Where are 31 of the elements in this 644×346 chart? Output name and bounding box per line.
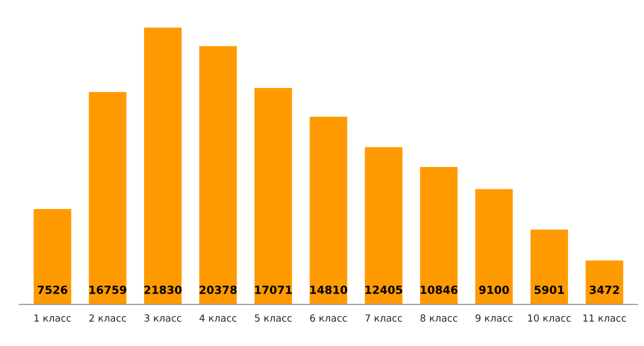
data-label: 10846 — [420, 286, 458, 294]
bar — [34, 209, 72, 304]
bar — [310, 116, 348, 304]
x-tick-label: 5 класс — [254, 314, 292, 322]
x-tick-label: 9 класс — [476, 314, 512, 322]
data-label: 7526 — [38, 286, 68, 294]
data-label: 12405 — [366, 286, 402, 294]
data-label: 9100 — [479, 286, 509, 294]
data-label: 16759 — [90, 286, 126, 294]
bar — [254, 88, 292, 304]
x-tick-label: 1 класс — [34, 314, 71, 322]
data-label: 20378 — [200, 286, 237, 294]
bar — [199, 46, 237, 304]
x-tick-label: 4 класс — [200, 314, 236, 322]
bar — [420, 166, 458, 304]
bar — [144, 28, 182, 304]
bar — [364, 147, 402, 304]
x-tick-label: 10 класс — [528, 314, 571, 322]
x-tick-label: 7 класс — [365, 314, 402, 322]
x-tick-label: 2 класс — [89, 314, 126, 322]
bar — [586, 260, 624, 304]
bar — [475, 189, 513, 304]
x-tick-label: 11 класс — [583, 314, 626, 322]
data-label: 17071 — [255, 286, 292, 294]
data-label: 3472 — [590, 286, 619, 294]
x-tick-label: 8 класс — [420, 314, 458, 322]
bar — [530, 230, 568, 304]
data-label: 5901 — [534, 286, 564, 294]
bar — [88, 92, 126, 304]
x-tick-label: 6 класс — [310, 314, 347, 322]
x-tick-label: 3 класс — [144, 314, 182, 322]
